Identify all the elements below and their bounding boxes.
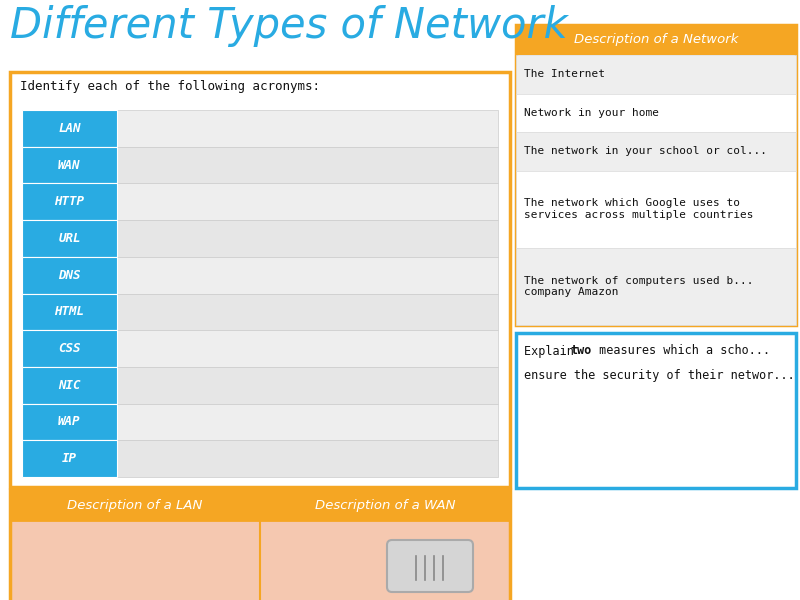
Bar [516,55,796,94]
Text: The network in your school or col...: The network in your school or col... [524,146,767,157]
Text: The network which Google uses to
services across multiple countries: The network which Google uses to service… [524,199,754,220]
Bar [22,404,117,440]
Text: CSS: CSS [58,342,81,355]
Text: measures which a scho...: measures which a scho... [592,344,770,358]
Text: WAP: WAP [58,415,81,428]
Text: ensure the security of their networ...: ensure the security of their networ... [524,370,794,383]
Bar [22,367,498,404]
Text: DNS: DNS [58,269,81,281]
Bar [516,25,796,325]
Text: URL: URL [58,232,81,245]
Text: Different Types of Network: Different Types of Network [10,5,568,47]
Bar [22,440,117,477]
Bar [10,490,510,520]
Bar [22,440,498,477]
Text: The network of computers used b...
company Amazon: The network of computers used b... compa… [524,275,754,297]
Bar [22,293,117,330]
Text: HTTP: HTTP [54,195,85,208]
Text: two: two [570,344,591,358]
Bar [22,330,498,367]
Bar [516,248,796,325]
Bar [10,520,510,600]
Text: Network in your home: Network in your home [524,108,659,118]
Text: Explain: Explain [524,344,581,358]
Bar [22,404,498,440]
Bar [22,257,117,293]
Text: WAN: WAN [58,158,81,172]
Text: HTML: HTML [54,305,85,319]
Bar [22,146,117,184]
Bar [516,333,796,488]
Bar [22,184,498,220]
Bar [516,25,796,55]
Bar [22,220,498,257]
Bar [22,110,498,146]
Bar [22,293,498,330]
Bar [22,220,117,257]
Bar [22,367,117,404]
Bar [10,490,510,600]
Text: The Internet: The Internet [524,69,605,79]
Text: NIC: NIC [58,379,81,392]
Bar [516,132,796,171]
Bar [516,171,796,248]
Text: IP: IP [62,452,77,465]
Text: Identify each of the following acronyms:: Identify each of the following acronyms: [20,80,320,93]
FancyBboxPatch shape [387,540,473,592]
Text: LAN: LAN [58,122,81,135]
Text: Description of a Network: Description of a Network [574,34,738,46]
Text: Description of a LAN: Description of a LAN [67,499,202,511]
Bar [10,72,510,487]
Bar [516,94,796,132]
Bar [22,257,498,293]
Bar [22,110,117,146]
Text: Description of a WAN: Description of a WAN [314,499,455,511]
Bar [22,146,498,184]
Bar [22,184,117,220]
Bar [22,330,117,367]
